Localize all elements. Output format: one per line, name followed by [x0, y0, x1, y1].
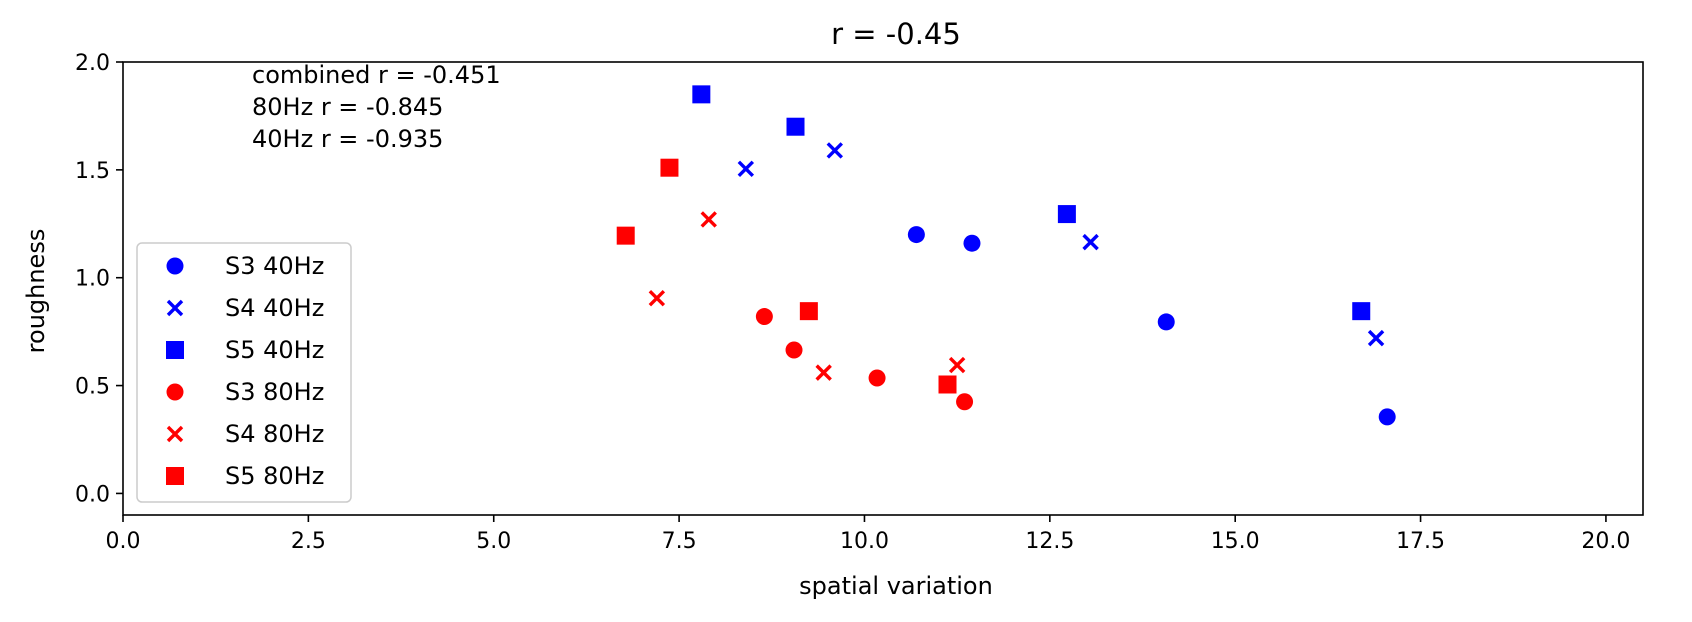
series-s5-80hz — [616, 158, 957, 394]
series-s5-40hz — [692, 85, 1371, 321]
data-point — [737, 160, 755, 177]
data-point — [660, 158, 679, 177]
data-point — [700, 211, 717, 228]
x-tick-label: 10.0 — [840, 529, 889, 554]
x-tick-label: 7.5 — [662, 529, 697, 554]
legend: S3 40Hz S4 40Hz S5 40Hz S3 80Hz S4 80Hz S5 80… — [136, 242, 352, 503]
x-tick-label: 2.5 — [291, 529, 326, 554]
legend-marker — [166, 257, 184, 275]
y-tick-label: 1.0 — [75, 267, 110, 292]
x-tick-label: 15.0 — [1211, 529, 1260, 554]
legend-marker — [166, 341, 184, 359]
data-point — [785, 341, 803, 359]
x-tick-label: 20.0 — [1581, 529, 1630, 554]
legend-entry: S4 40Hz — [166, 294, 324, 322]
legend-entry: S5 40Hz — [166, 336, 324, 364]
x-axis-label: spatial variation — [799, 572, 993, 600]
x-tick-label: 12.5 — [1025, 529, 1074, 554]
data-point — [1157, 313, 1175, 331]
legend-marker — [166, 467, 184, 485]
legend-marker — [166, 425, 184, 443]
series-s3-80hz — [755, 308, 974, 411]
legend-label: S5 80Hz — [225, 462, 324, 490]
legend-entry: S5 80Hz — [166, 462, 324, 490]
legend-label: S3 40Hz — [225, 252, 324, 280]
legend-marker — [166, 299, 184, 317]
y-tick-label: 0.5 — [75, 375, 110, 400]
data-point — [963, 234, 981, 252]
data-point — [815, 364, 832, 381]
series-s4-40hz — [737, 142, 1385, 347]
data-point — [616, 226, 635, 245]
annotation-text: 80Hz r = -0.845 — [252, 93, 443, 121]
y-tick-label: 0.0 — [75, 482, 110, 507]
legend-entry: S4 80Hz — [166, 420, 324, 448]
annotation-text: 40Hz r = -0.935 — [252, 125, 443, 153]
data-point — [1378, 408, 1396, 426]
series-s3-40hz — [907, 226, 1396, 426]
data-point — [1352, 302, 1371, 321]
data-point — [907, 226, 925, 244]
legend-label: S3 80Hz — [225, 378, 324, 406]
legend-label: S4 40Hz — [225, 294, 324, 322]
x-tick-label: 17.5 — [1396, 529, 1445, 554]
data-point — [826, 142, 844, 159]
data-point — [956, 393, 974, 411]
axis-ticks: 0.0 2.5 5.0 7.5 10.0 12.5 15.0 17.5 20.0 0.0 0.5 1.… — [75, 51, 1630, 554]
data-point — [868, 369, 886, 387]
data-point — [799, 302, 818, 321]
annotation-text: combined r = -0.451 — [252, 61, 501, 89]
data-point — [755, 308, 773, 326]
x-tick-label: 5.0 — [476, 529, 511, 554]
data-point — [1367, 329, 1385, 347]
legend-box — [136, 242, 352, 503]
legend-label: S5 40Hz — [225, 336, 324, 364]
data-point — [1082, 233, 1099, 251]
data-point — [648, 290, 666, 307]
data-point — [948, 356, 966, 374]
legend-label: S4 80Hz — [225, 420, 324, 448]
y-tick-label: 1.5 — [75, 159, 110, 184]
chart-title: r = -0.45 — [831, 17, 961, 51]
legend-marker — [166, 383, 184, 401]
correlation-annotations: combined r = -0.451 80Hz r = -0.845 40Hz r… — [252, 61, 501, 153]
series-s4-80hz — [648, 211, 966, 381]
plot-frame — [122, 61, 1644, 516]
data-point — [1057, 205, 1076, 224]
y-tick-label: 2.0 — [75, 51, 110, 76]
legend-entry: S3 40Hz — [166, 252, 324, 280]
y-axis-label: roughness — [22, 229, 50, 354]
legend-entry: S3 80Hz — [166, 378, 324, 406]
plot-area — [616, 85, 1396, 426]
data-point — [938, 375, 957, 394]
data-point — [692, 85, 711, 104]
x-tick-label: 0.0 — [106, 529, 141, 554]
data-point — [786, 117, 805, 136]
